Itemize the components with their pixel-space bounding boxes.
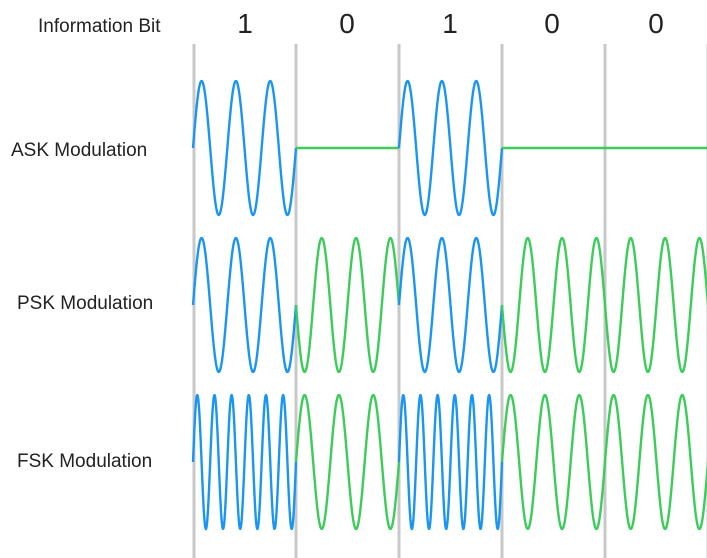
fsk-wave-segment (500, 393, 607, 531)
psk-modulation-label: PSK Modulation (17, 293, 154, 314)
fsk-wave-segment (191, 393, 298, 531)
fsk-wave-segment (294, 393, 401, 531)
fsk-wave-segment (603, 393, 707, 531)
fsk-modulation-label: FSK Modulation (17, 451, 153, 472)
psk-wave-segment (191, 236, 298, 374)
psk-wave-segment (397, 236, 504, 374)
bit-label-5: 0 (648, 8, 664, 39)
information-bit-header: Information Bit (38, 16, 161, 37)
ask-wave-segment (397, 79, 504, 217)
bit-label-3: 1 (442, 8, 458, 39)
bit-label-2: 0 (339, 8, 355, 39)
psk-wave-segment (294, 236, 401, 374)
psk-wave-segment (500, 236, 607, 374)
bit-label-4: 0 (544, 8, 560, 39)
ask-modulation-label: ASK Modulation (11, 140, 148, 161)
psk-wave-segment (603, 236, 707, 374)
fsk-wave-segment (397, 393, 504, 531)
ask-wave-segment (191, 79, 298, 217)
bit-label-1: 1 (237, 8, 253, 39)
